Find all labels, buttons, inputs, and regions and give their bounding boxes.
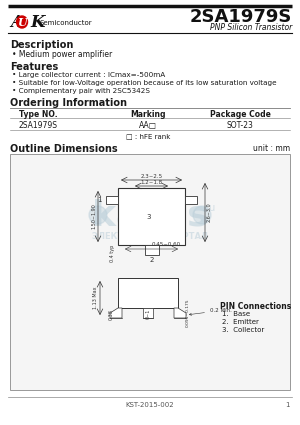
Text: Package Code: Package Code [210, 110, 270, 119]
Text: 2.6~3.0: 2.6~3.0 [207, 203, 212, 222]
Text: 2SA1979S: 2SA1979S [190, 8, 292, 26]
Text: • Suitable for low-Voltage operation because of its low saturation voltage: • Suitable for low-Voltage operation bec… [12, 80, 277, 86]
Text: Marking: Marking [130, 110, 166, 119]
Text: Features: Features [10, 62, 58, 72]
Text: □ : hFE rank: □ : hFE rank [126, 133, 170, 139]
Text: 1: 1 [286, 402, 290, 408]
Text: 0.38: 0.38 [109, 309, 114, 320]
Text: 3: 3 [146, 213, 151, 219]
Text: 1.50~1.90: 1.50~1.90 [91, 204, 96, 230]
Text: .ru: .ru [202, 203, 215, 213]
Bar [118, 278, 178, 308]
Text: 0.45~0.60: 0.45~0.60 [152, 242, 181, 247]
Text: 2: 2 [149, 257, 154, 263]
Bar [145, 245, 158, 255]
Text: 1: 1 [98, 197, 102, 203]
Text: A: A [10, 14, 23, 31]
Circle shape [89, 206, 107, 224]
Text: PIN Connections: PIN Connections [220, 302, 291, 311]
Text: 1.2~1.8: 1.2~1.8 [140, 180, 163, 185]
Text: • Large collector current : ICmax=-500mA: • Large collector current : ICmax=-500mA [12, 72, 165, 78]
Text: ЭЛЕКТРОННЫЙ ПОРТАЛ: ЭЛЕКТРОННЫЙ ПОРТАЛ [92, 232, 208, 241]
Text: 0~1: 0~1 [146, 309, 151, 319]
Text: Description: Description [10, 40, 74, 50]
Text: Outline Dimensions: Outline Dimensions [10, 144, 118, 154]
Text: • Complementary pair with 2SC5342S: • Complementary pair with 2SC5342S [12, 88, 150, 94]
Polygon shape [143, 308, 153, 318]
Text: 1.13 Max: 1.13 Max [93, 287, 98, 309]
Text: 2.  Emitter: 2. Emitter [222, 319, 259, 325]
Bar [185, 196, 197, 204]
Text: • Medium power amplifier: • Medium power amplifier [12, 50, 112, 59]
Text: Ordering Information: Ordering Information [10, 98, 127, 108]
Text: KST-2015-002: KST-2015-002 [126, 402, 174, 408]
Text: AA□: AA□ [139, 121, 157, 130]
Text: 2.3~2.5: 2.3~2.5 [140, 174, 163, 179]
Circle shape [193, 206, 211, 224]
Text: Semiconductor: Semiconductor [40, 20, 93, 26]
Bar [106, 196, 118, 204]
Text: 3.  Collector: 3. Collector [222, 327, 264, 333]
Text: 1.  Base: 1. Base [222, 311, 250, 317]
Text: 2SA1979S: 2SA1979S [19, 121, 58, 130]
Text: 0.2 Min.: 0.2 Min. [189, 308, 232, 315]
Bar [10, 154, 290, 390]
Ellipse shape [16, 16, 28, 28]
Polygon shape [174, 308, 186, 318]
Text: 0.095~0.175: 0.095~0.175 [186, 299, 190, 327]
Text: U: U [17, 17, 27, 28]
Polygon shape [110, 308, 122, 318]
Text: K: K [30, 14, 44, 31]
Bar [118, 188, 185, 245]
Text: kazus: kazus [92, 198, 208, 232]
Text: PNP Silicon Transistor: PNP Silicon Transistor [210, 23, 292, 31]
Text: SOT-23: SOT-23 [226, 121, 254, 130]
Text: Type NO.: Type NO. [19, 110, 57, 119]
Text: unit : mm: unit : mm [253, 144, 290, 153]
Text: 0.4 typ: 0.4 typ [110, 244, 115, 262]
